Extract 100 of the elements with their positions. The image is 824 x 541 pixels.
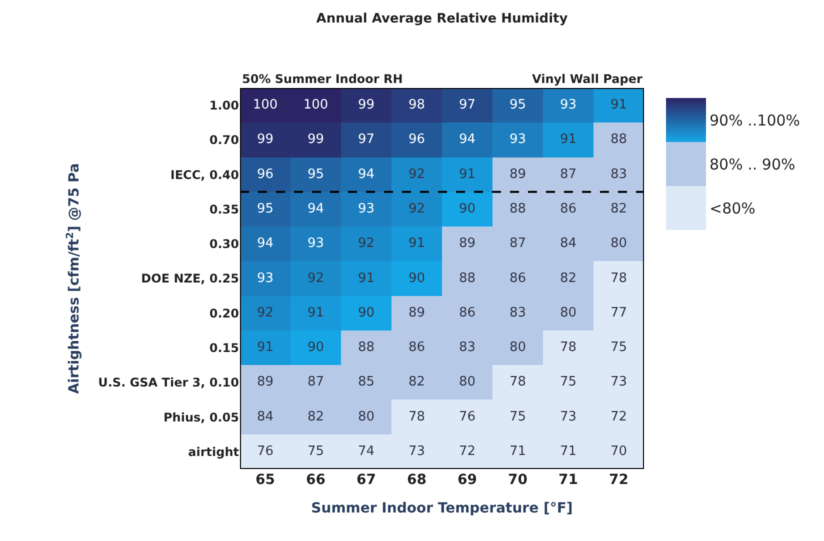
data-label: 93 (358, 201, 375, 216)
data-label: 80 (458, 374, 476, 390)
y-tick-label: airtight (188, 444, 240, 459)
data-label: 97 (458, 98, 476, 113)
y-tick-label: 0.35 (209, 202, 239, 216)
y-tick-label: 0.15 (209, 340, 239, 355)
data-label: 91 (256, 340, 274, 356)
data-label: 80 (560, 305, 577, 320)
data-label: 94 (256, 236, 274, 252)
data-label: 82 (307, 409, 324, 424)
data-label: 94 (307, 201, 324, 216)
data-label: 75 (610, 340, 628, 356)
y-tick-label: Phius, 0.05 (164, 410, 239, 424)
data-label: 76 (256, 444, 274, 459)
data-label: 87 (307, 374, 324, 390)
data-label: 84 (560, 236, 577, 252)
chart-title: Annual Average Relative Humidity (316, 12, 568, 27)
data-label: 86 (458, 305, 476, 320)
data-label: 82 (560, 270, 577, 286)
data-label: 80 (358, 409, 375, 424)
y-tick-label: 0.20 (209, 306, 239, 320)
data-label: 99 (256, 132, 274, 148)
x-tick-label: 71 (558, 472, 578, 488)
data-label: 94 (458, 132, 476, 148)
y-tick-label: DOE NZE, 0.25 (141, 272, 239, 286)
y-tick-label: U.S. GSA Tier 3, 0.10 (98, 376, 239, 390)
data-label: 93 (307, 236, 324, 252)
data-label: 90 (458, 201, 476, 216)
x-axis-title: Summer Indoor Temperature [°F] (311, 500, 573, 516)
x-tick-label: 66 (306, 472, 326, 488)
data-label: 75 (509, 409, 526, 424)
data-label: 93 (256, 270, 274, 286)
x-tick-label: 65 (256, 472, 275, 488)
data-label: 70 (610, 444, 628, 459)
data-label: 94 (358, 166, 375, 182)
data-label: 73 (610, 374, 628, 390)
data-label: 99 (358, 98, 375, 113)
data-label: 90 (408, 270, 426, 286)
text: 50% Summer Indoor RH (242, 72, 403, 86)
data-label: 98 (408, 98, 426, 113)
data-label: 78 (610, 270, 628, 286)
data-label: 78 (560, 340, 577, 356)
text: Vinyl Wall Paper (532, 72, 642, 86)
y-tick-label: 0.70 (209, 133, 239, 148)
data-label: 86 (408, 340, 426, 356)
data-label: 82 (408, 374, 426, 390)
x-tick-label: 69 (458, 472, 477, 488)
color-bar-label: 80% .. 90% (710, 155, 796, 174)
x-tick-label: 72 (609, 472, 628, 488)
data-label: 91 (458, 166, 476, 182)
data-label: 71 (509, 444, 526, 459)
data-label: 92 (256, 305, 274, 320)
data-label: 86 (560, 201, 577, 216)
data-label: 75 (307, 444, 324, 459)
data-label: 72 (610, 409, 628, 424)
data-label: 77 (610, 305, 628, 320)
data-label: 100 (303, 98, 328, 113)
data-label: 92 (307, 270, 324, 286)
data-label: 73 (560, 409, 577, 424)
data-label: 89 (408, 305, 426, 320)
data-label: 71 (560, 444, 577, 459)
data-label: 91 (560, 132, 577, 148)
data-label: 89 (458, 236, 476, 252)
data-label: 72 (458, 444, 476, 459)
data-label: 92 (408, 166, 426, 182)
y-tick-label: 0.30 (209, 237, 239, 252)
data-label: 89 (256, 374, 274, 390)
data-label: 95 (307, 166, 324, 182)
data-label: 88 (610, 132, 628, 148)
data-label: 80 (509, 340, 526, 356)
y-tick-label: IECC, 0.40 (170, 168, 239, 182)
data-label: 95 (509, 98, 526, 113)
data-label: 91 (610, 98, 628, 113)
data-label: 75 (560, 374, 577, 390)
color-bar-label: 90% ..100% (710, 111, 800, 130)
data-label: 82 (610, 201, 628, 216)
data-label: 88 (458, 270, 476, 286)
data-label: 87 (560, 166, 577, 182)
x-tick-label: 70 (508, 472, 528, 488)
data-label: 91 (358, 270, 375, 286)
data-label: 92 (408, 201, 426, 216)
data-label: 76 (458, 409, 476, 424)
data-label: 97 (358, 132, 375, 148)
data-label: 87 (509, 236, 526, 252)
data-label: 78 (509, 374, 526, 390)
data-label: 84 (256, 409, 274, 424)
x-tick-label: 68 (407, 472, 426, 488)
data-label: 91 (408, 236, 426, 252)
data-label: 78 (408, 409, 426, 424)
data-label: 90 (358, 305, 375, 320)
data-label: 99 (307, 132, 324, 148)
data-label: 74 (358, 444, 375, 459)
data-label: 86 (509, 270, 526, 286)
x-tick-label: 67 (356, 472, 376, 488)
data-label: 91 (307, 305, 324, 320)
data-label: 73 (408, 444, 426, 459)
data-label: 93 (509, 132, 526, 148)
y-tick-label: 1.00 (209, 98, 239, 113)
data-label: 83 (458, 340, 476, 356)
data-label: 85 (358, 374, 375, 390)
